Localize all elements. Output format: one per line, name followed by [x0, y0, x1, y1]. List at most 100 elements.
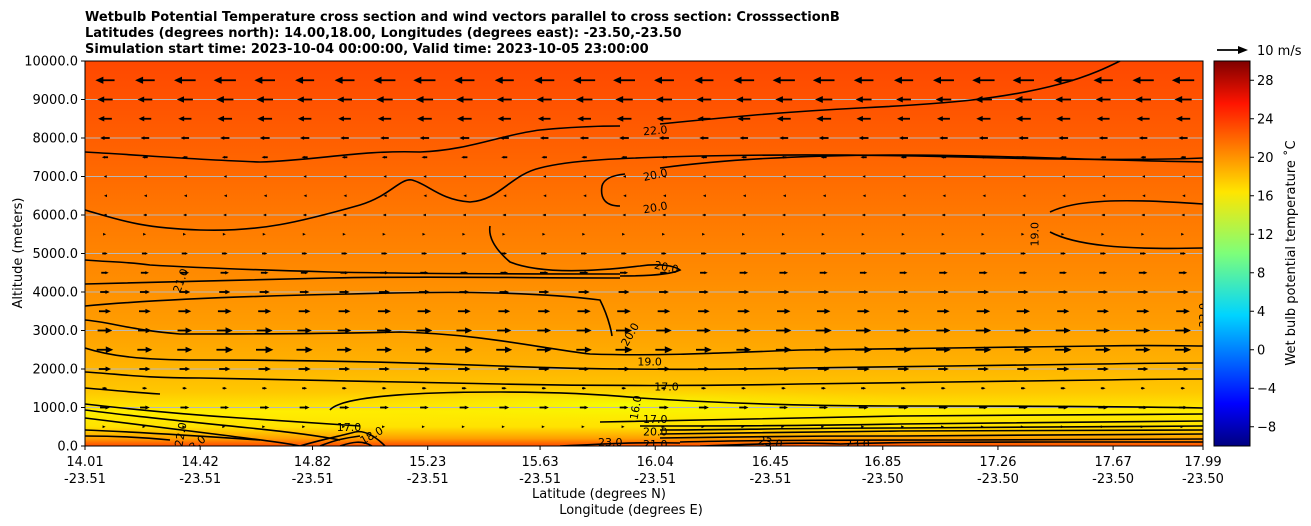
- wind-vector: [897, 366, 910, 372]
- wind-vector: [541, 386, 547, 390]
- wind-vector: [263, 175, 267, 178]
- y-tick-label: 5000.0: [33, 247, 79, 262]
- wind-vector: [422, 213, 426, 217]
- wind-vector: [702, 194, 706, 198]
- wind-vector: [258, 308, 272, 314]
- wind-vector: [740, 252, 747, 255]
- wind-vector: [1021, 232, 1025, 236]
- x-tick-label-lon: -23.51: [292, 472, 334, 487]
- wind-vector: [382, 232, 386, 236]
- wind-vector: [1180, 386, 1186, 390]
- x-tick-label-lat: 14.01: [66, 455, 103, 470]
- wind-vector: [1021, 213, 1025, 217]
- wind-vector: [418, 289, 430, 295]
- wind-vector: [138, 116, 152, 122]
- wind-vector: [462, 232, 466, 236]
- wind-vector: [1096, 116, 1110, 122]
- wind-vector: [576, 346, 592, 353]
- wind-vector: [143, 175, 147, 178]
- wind-vector: [980, 252, 987, 255]
- wind-vector: [1142, 175, 1146, 178]
- wind-vector: [900, 252, 907, 255]
- wind-vector: [583, 194, 587, 198]
- wind-vector: [941, 425, 945, 429]
- wind-vector: [741, 155, 747, 159]
- wind-vector: [1053, 76, 1073, 84]
- wind-vectors: [95, 76, 1195, 429]
- contour-20-upper: [600, 154, 1203, 207]
- wind-vector: [256, 96, 274, 103]
- wind-vector: [736, 96, 752, 103]
- wind-vector: [1177, 366, 1189, 372]
- wind-vector: [343, 175, 347, 178]
- wind-vector: [898, 405, 909, 410]
- wind-vector: [302, 386, 308, 390]
- wind-vector: [896, 327, 911, 334]
- wind-vector: [103, 213, 107, 217]
- wind-vector: [1180, 155, 1186, 159]
- contour-19: [85, 319, 1203, 356]
- wind-vector: [536, 346, 552, 353]
- wind-vector: [213, 76, 236, 84]
- wind-vector: [300, 271, 309, 275]
- wind-vector: [543, 194, 547, 198]
- wind-vector: [461, 425, 465, 429]
- wind-vector: [537, 327, 552, 334]
- wind-vector: [701, 252, 707, 255]
- wind-vector: [613, 76, 635, 84]
- wind-vector: [334, 76, 355, 84]
- wind-vector: [621, 386, 627, 390]
- wind-vector: [1140, 386, 1146, 390]
- contour-17-low: [85, 403, 1203, 427]
- wind-vector: [340, 271, 349, 275]
- wind-vector: [696, 346, 712, 353]
- contour-20-low: [659, 429, 1203, 435]
- y-tick-label: 8000.0: [33, 132, 79, 147]
- contour-label: 20.0: [642, 199, 668, 216]
- wind-vector: [540, 271, 549, 275]
- colorbar: −8 −4 0 4 8 12 16 20 24 28 Wet bulb potential tem…: [1213, 60, 1299, 447]
- wind-vector: [260, 405, 270, 410]
- wind-vector: [1140, 155, 1146, 159]
- wind-vector: [302, 213, 307, 217]
- wind-vector: [1098, 405, 1109, 410]
- wind-vector: [1140, 425, 1144, 429]
- wind-vector: [1137, 366, 1149, 372]
- wind-vector: [700, 155, 707, 159]
- wind-vector: [1020, 425, 1024, 429]
- wind-vector: [741, 425, 745, 429]
- wind-vector: [503, 175, 507, 178]
- wind-vector: [1175, 115, 1191, 122]
- wind-vector: [262, 252, 268, 255]
- wind-vector: [1178, 136, 1188, 140]
- wind-vector: [542, 232, 546, 236]
- wind-vector: [779, 405, 789, 410]
- wind-vector: [1056, 115, 1071, 122]
- wind-vector: [381, 155, 388, 159]
- wind-vector: [583, 175, 587, 178]
- wind-vector: [661, 252, 667, 255]
- wind-vector: [1132, 76, 1154, 84]
- wind-vector: [222, 232, 226, 236]
- x-tick-label-lat: 17.26: [979, 455, 1016, 470]
- wind-vector: [178, 308, 192, 314]
- wind-vector: [222, 386, 227, 390]
- wind-vector: [662, 175, 666, 178]
- wind-vector: [102, 252, 108, 255]
- wind-vector: [216, 95, 234, 104]
- wind-vector: [932, 76, 954, 84]
- wind-vector: [701, 386, 707, 390]
- wind-vector: [219, 366, 231, 372]
- wind-vector: [139, 308, 151, 314]
- wind-vector: [859, 271, 868, 275]
- wind-vector: [939, 271, 948, 275]
- wind-vector: [981, 232, 985, 236]
- wind-vector: [100, 290, 110, 294]
- wind-vector: [1098, 136, 1108, 140]
- wind-vector: [1020, 386, 1026, 390]
- wind-vector: [1019, 271, 1028, 275]
- wind-vector: [299, 136, 310, 140]
- wind-vector: [180, 136, 190, 140]
- colorbar-tick-label: 24: [1257, 112, 1274, 127]
- wind-vector: [779, 270, 789, 275]
